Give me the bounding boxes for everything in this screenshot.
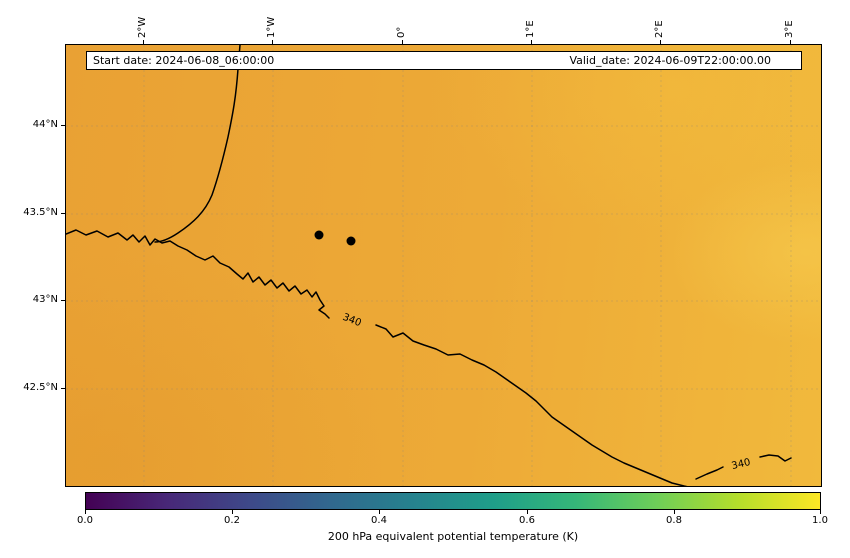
- top-axis-tick-label: 1°E: [525, 20, 536, 38]
- contour-lines: [66, 45, 792, 486]
- left-axis-tick-label: 43°N: [32, 294, 58, 305]
- left-axis-tick-label: 44°N: [32, 119, 58, 130]
- left-axis-tick: [61, 213, 65, 214]
- top-axis-tick: [531, 40, 532, 44]
- colorbar-tick-label: 0.6: [519, 515, 535, 526]
- contour-340-main-continued: [375, 324, 688, 486]
- left-axis-tick-label: 42.5°N: [23, 382, 58, 393]
- top-axis-tick: [143, 40, 144, 44]
- colorbar-tick-label: 0.0: [77, 515, 93, 526]
- title-strip: Start date: 2024-06-08_06:00:00 Valid_da…: [86, 51, 802, 70]
- left-axis-tick: [61, 300, 65, 301]
- top-axis-tick: [660, 40, 661, 44]
- colorbar-tick: [674, 510, 675, 514]
- map-axes: 340 340 Start date: 2024-06-08_06:00:00 …: [65, 44, 822, 487]
- start-date-label: Start date: 2024-06-08_06:00:00: [93, 54, 275, 67]
- colorbar-tick: [527, 510, 528, 514]
- station-dot: [314, 230, 324, 240]
- colorbar-tick: [379, 510, 380, 514]
- top-axis-tick-label: 2°E: [654, 20, 665, 38]
- top-axis-tick: [402, 40, 403, 44]
- coastline: [154, 45, 241, 243]
- colorbar-tick: [85, 510, 86, 514]
- left-axis-tick-label: 43.5°N: [23, 207, 58, 218]
- graticule-gridlines: [66, 45, 821, 486]
- colorbar-tick-label: 1.0: [812, 515, 828, 526]
- contour-340-main: [66, 229, 330, 319]
- contour-340-southeast-continued: [759, 454, 792, 462]
- colorbar: [85, 492, 821, 510]
- top-axis-tick-label: 2°W: [137, 16, 148, 38]
- colorbar-tick-label: 0.8: [666, 515, 682, 526]
- colorbar-tick: [820, 510, 821, 514]
- station-dot: [346, 236, 356, 246]
- contour-label: 340: [341, 312, 363, 329]
- top-axis-tick: [272, 40, 273, 44]
- top-axis-tick: [790, 40, 791, 44]
- valid-date-label: Valid_date: 2024-06-09T22:00:00.00: [569, 54, 771, 67]
- top-axis-tick-label: 0°: [396, 26, 407, 38]
- left-axis-tick: [61, 125, 65, 126]
- colorbar-label: 200 hPa equivalent potential temperature…: [327, 530, 579, 543]
- left-axis-tick: [61, 388, 65, 389]
- contour-label: 340: [731, 457, 752, 472]
- colorbar-gradient: [86, 493, 820, 509]
- top-axis-tick-label: 1°W: [266, 16, 277, 38]
- colorbar-tick-label: 0.4: [371, 515, 387, 526]
- contour-340-southeast: [695, 466, 724, 480]
- map-canvas: 340 340: [66, 45, 821, 486]
- colorbar-tick: [232, 510, 233, 514]
- colorbar-tick-label: 0.2: [224, 515, 240, 526]
- top-axis-tick-label: 3°E: [784, 20, 795, 38]
